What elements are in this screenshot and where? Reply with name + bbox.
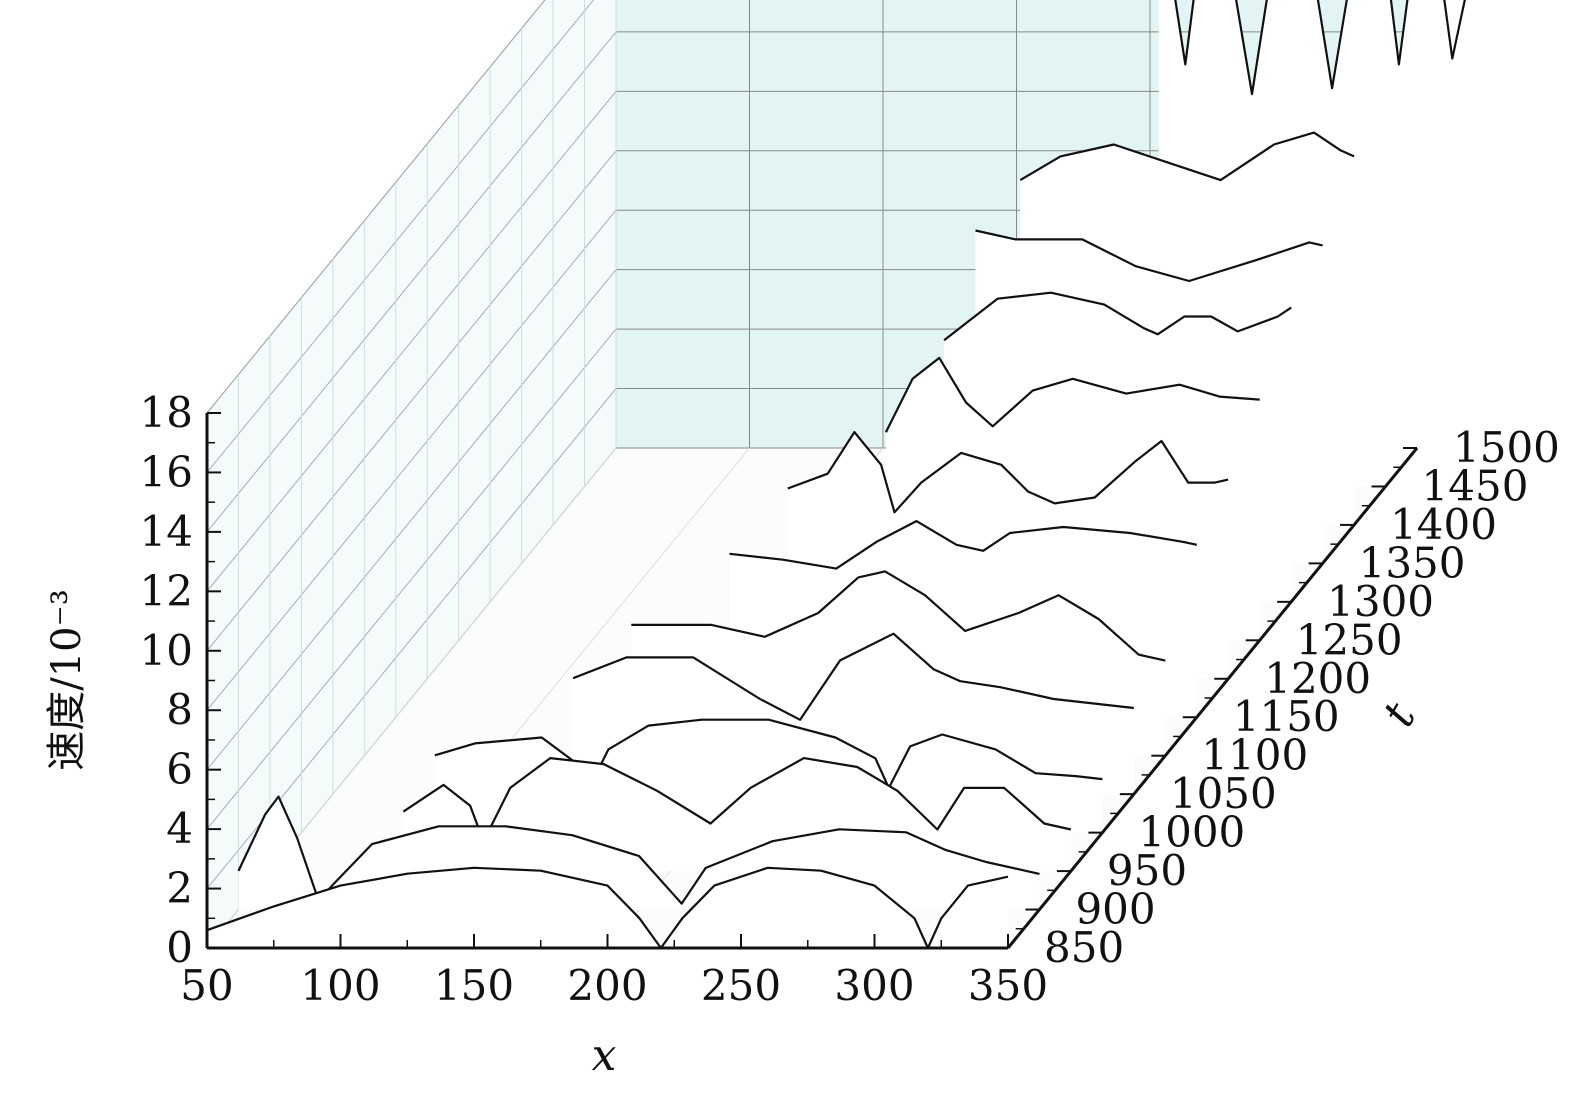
t-tick-label: 1150 [1233,692,1340,741]
series-fill [207,867,1008,948]
x-tick-label: 300 [834,961,914,1010]
left-grid-line [206,0,546,414]
axes-layer: 50 100 150 200 250 300 350 0 2 4 6 8 10 12 14 16 18 85090… [140,388,1560,1010]
x-tick-label: 50 [180,961,233,1010]
y-tick-label: 14 [140,507,193,556]
y-tick-label: 16 [140,447,193,496]
series-layer [206,0,1493,950]
t-tick-label: 1450 [1422,461,1529,510]
series-line [572,632,1134,721]
left-grid-line [206,328,617,830]
left-grid-line [206,269,617,770]
y-tick-label: 8 [166,685,193,734]
left-grid-line [206,150,617,652]
y-tick-label: 2 [166,864,193,913]
series-line [729,519,1198,570]
left-grid-line [206,31,617,533]
t-tick-label: 1500 [1453,423,1560,472]
t-tick-label: 1300 [1327,577,1434,626]
y-tick-label: 10 [140,626,193,675]
series-line [884,356,1260,433]
t-tick-label: 1400 [1390,500,1497,549]
x-axis-title: x [592,1030,617,1081]
y-tick-label: 4 [166,804,193,853]
t-tick-label: 1050 [1170,769,1277,818]
t-axis-title: t [1373,694,1426,735]
series-line [787,431,1229,514]
t-tick-label: 1100 [1201,731,1308,780]
t-tick-label: 950 [1107,846,1187,895]
y-tick-label: 12 [140,566,193,615]
y-tick-label: 0 [166,923,193,972]
t-tick-label: 1250 [1296,615,1403,664]
series-line [631,570,1166,662]
x-tick-label: 250 [701,961,781,1010]
t-tick-label: 1350 [1359,538,1466,587]
t-tick-label: 1200 [1264,654,1371,703]
t-tick-label: 900 [1075,885,1155,934]
series-line [975,229,1323,283]
left-grid-line [206,91,617,592]
series-line [1019,131,1355,182]
x-tick-label: 350 [968,961,1048,1010]
x-tick-label: 100 [300,961,380,1010]
y-tick-label: 18 [140,388,193,437]
t-tick-label: 850 [1044,923,1124,972]
left-grid-line [206,209,617,711]
series-line [1174,0,1466,96]
left-grid-line [206,0,595,473]
x-tick-label: 200 [567,961,647,1010]
t-tick-label: 1000 [1138,808,1245,857]
y-tick-label: 6 [166,745,193,794]
series-line [237,795,1040,905]
series-line [402,756,1072,843]
x-tick-label: 150 [434,961,514,1010]
series-line [943,291,1292,342]
y-axis-title: 速度/10⁻³ [44,589,90,771]
